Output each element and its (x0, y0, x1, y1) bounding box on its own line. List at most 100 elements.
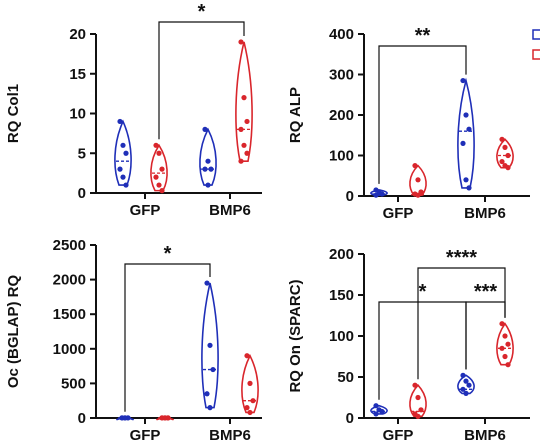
data-point (207, 405, 213, 411)
significance-label: *** (474, 281, 498, 303)
x-tick-label: BMP6 (464, 427, 506, 444)
data-point (250, 398, 256, 404)
data-point (159, 166, 165, 172)
violin-shape (150, 143, 168, 192)
x-tick-label: BMP6 (209, 202, 251, 219)
y-tick-label: 0 (78, 410, 86, 427)
data-point (123, 182, 129, 188)
data-point (460, 77, 466, 84)
data-point (205, 182, 211, 188)
data-point (499, 321, 505, 327)
data-point (502, 353, 508, 360)
data-point (153, 174, 159, 180)
data-point (244, 150, 250, 156)
y-axis-label: RQ ALP (287, 87, 304, 143)
data-point (379, 408, 385, 415)
y-axis-label: RQ Col1 (5, 84, 22, 143)
data-point (505, 362, 511, 368)
data-point (207, 342, 213, 348)
data-point (202, 126, 208, 132)
chart-panel-1: 0 5 10 15 20 RQ Col1 GFP BMP6 * (5, 1, 262, 219)
y-tick-label: 400 (329, 26, 354, 43)
data-point (204, 391, 210, 397)
data-point (238, 158, 244, 164)
y-tick-label: 2500 (53, 237, 86, 254)
violin-shape (370, 404, 388, 415)
violin-shape (235, 41, 253, 162)
y-tick-label: 0 (78, 185, 86, 202)
violin-shape (496, 322, 514, 366)
significance-bracket (465, 301, 506, 370)
data-point (210, 366, 216, 373)
significance-label: * (198, 1, 206, 23)
y-tick-label: 500 (61, 375, 86, 392)
data-point (379, 191, 385, 197)
data-point (415, 394, 421, 401)
violin-shape (370, 189, 388, 196)
data-point (502, 333, 508, 339)
data-point (463, 390, 469, 396)
data-point (415, 413, 421, 419)
data-point (466, 126, 472, 132)
data-point (244, 353, 250, 359)
data-point (208, 166, 214, 172)
data-point (238, 126, 244, 132)
data-point (460, 386, 466, 392)
data-point (244, 118, 250, 125)
data-point (205, 158, 211, 164)
data-point (460, 372, 466, 378)
data-point (412, 382, 418, 388)
data-point (373, 192, 379, 198)
data-point (120, 174, 126, 180)
x-tick-label: GFP (130, 427, 161, 444)
data-point (502, 144, 508, 150)
y-tick-label: 1500 (53, 306, 86, 323)
y-tick-label: 15 (69, 66, 86, 83)
data-point (505, 165, 511, 171)
y-tick-label: 100 (329, 148, 354, 165)
y-tick-label: 0 (346, 188, 354, 205)
violin-shape (114, 119, 132, 186)
data-point (244, 405, 250, 411)
data-point (247, 380, 253, 386)
data-point (463, 378, 469, 384)
data-point (247, 409, 253, 416)
data-point (418, 407, 424, 413)
significance-label: * (164, 243, 172, 265)
y-tick-label: 20 (69, 26, 86, 43)
data-point (412, 163, 418, 169)
significance-bracket (378, 45, 467, 184)
data-point (159, 188, 165, 194)
x-tick-label: GFP (130, 202, 161, 219)
y-tick-label: 50 (337, 369, 354, 386)
violin-shape (199, 127, 217, 186)
data-point (463, 177, 469, 183)
chart-panel-3: 0 500 1000 1500 2000 2500 Oc (BGLAP) RQ GFP BMP6… (5, 237, 262, 444)
y-tick-label: 150 (329, 287, 354, 304)
significance-label: * (419, 281, 427, 303)
data-point (156, 182, 162, 188)
data-point (202, 166, 208, 172)
data-point (122, 415, 128, 421)
x-tick-label: BMP6 (464, 205, 506, 222)
y-tick-label: 2000 (53, 272, 86, 289)
data-point (241, 142, 247, 148)
y-tick-label: 10 (69, 106, 86, 123)
data-point (466, 185, 472, 191)
legend-marker (532, 29, 540, 40)
data-point (460, 140, 466, 146)
data-point (415, 192, 421, 198)
y-tick-label: 200 (329, 107, 354, 124)
violin-shape (457, 374, 475, 395)
y-tick-label: 300 (329, 67, 354, 84)
data-point (499, 345, 505, 351)
y-axis-label: Oc (BGLAP) RQ (5, 275, 22, 389)
data-point (123, 150, 129, 156)
significance-bracket (417, 267, 506, 380)
y-tick-label: 0 (346, 410, 354, 427)
y-tick-label: 5 (78, 145, 86, 162)
x-tick-label: BMP6 (209, 427, 251, 444)
significance-bracket (158, 21, 245, 140)
y-tick-label: 100 (329, 328, 354, 345)
